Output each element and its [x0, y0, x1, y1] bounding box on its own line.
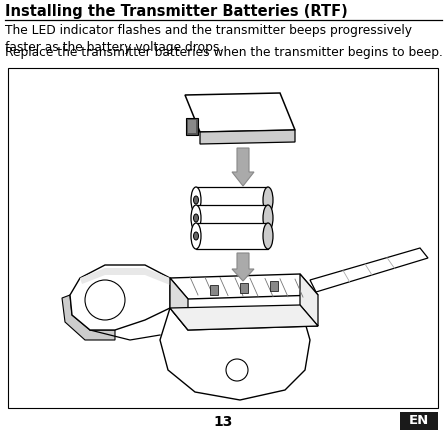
- Polygon shape: [80, 268, 170, 285]
- Bar: [240, 283, 248, 293]
- Ellipse shape: [263, 187, 273, 213]
- Polygon shape: [70, 265, 170, 330]
- Polygon shape: [200, 130, 295, 144]
- Polygon shape: [310, 248, 428, 292]
- Bar: [400, 412, 438, 430]
- Ellipse shape: [194, 232, 198, 240]
- Polygon shape: [170, 305, 318, 330]
- Polygon shape: [300, 274, 318, 326]
- Polygon shape: [185, 93, 295, 132]
- Bar: [210, 285, 218, 295]
- Polygon shape: [170, 278, 188, 330]
- Ellipse shape: [194, 196, 198, 204]
- Text: Replace the transmitter batteries when the transmitter begins to beep.: Replace the transmitter batteries when t…: [5, 46, 443, 59]
- Text: Installing the Transmitter Batteries (RTF): Installing the Transmitter Batteries (RT…: [5, 4, 348, 19]
- Polygon shape: [62, 295, 115, 340]
- Ellipse shape: [194, 214, 198, 222]
- Bar: [196, 223, 268, 249]
- Bar: [270, 281, 278, 291]
- FancyArrow shape: [232, 148, 254, 186]
- Text: EN: EN: [409, 415, 429, 427]
- Bar: [196, 205, 268, 231]
- Bar: [196, 187, 268, 213]
- Ellipse shape: [191, 223, 201, 249]
- Polygon shape: [170, 274, 318, 299]
- Text: The LED indicator flashes and the transmitter beeps progressively
faster as the : The LED indicator flashes and the transm…: [5, 24, 412, 53]
- Ellipse shape: [263, 205, 273, 231]
- Ellipse shape: [191, 205, 201, 231]
- Text: 13: 13: [213, 415, 233, 429]
- Ellipse shape: [263, 223, 273, 249]
- Polygon shape: [188, 120, 196, 133]
- Ellipse shape: [191, 187, 201, 213]
- FancyArrow shape: [232, 253, 254, 281]
- Polygon shape: [186, 118, 198, 135]
- Polygon shape: [160, 305, 318, 400]
- Bar: [8, 68, 438, 408]
